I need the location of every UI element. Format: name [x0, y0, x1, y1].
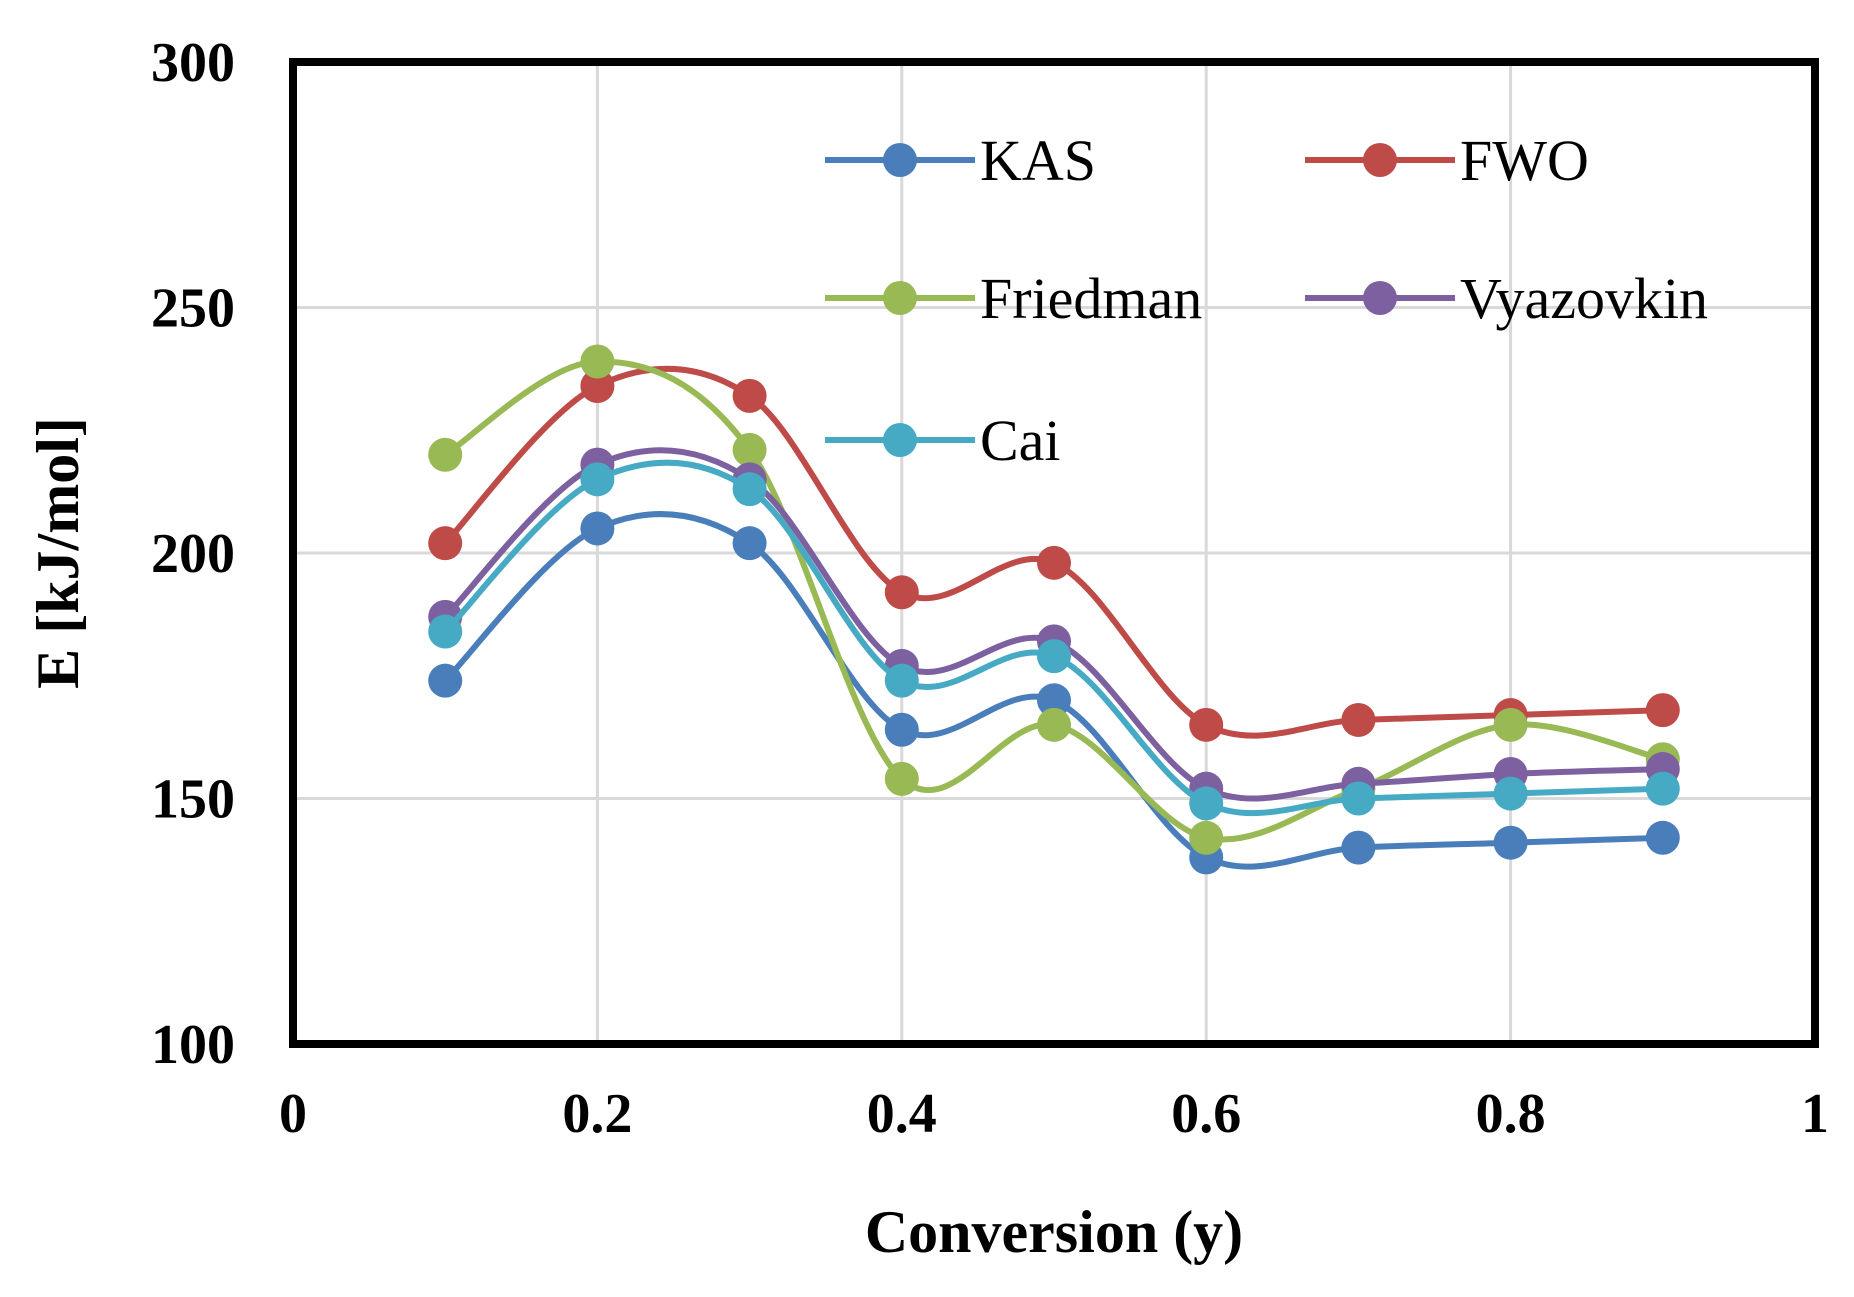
- data-point-cai: [884, 663, 919, 698]
- legend-label-vyazovkin: Vyazovkin: [1460, 266, 1708, 331]
- x-axis-title: Conversion (y): [865, 1199, 1243, 1265]
- x-tick-label: 0.6: [1171, 1083, 1241, 1145]
- series-cai: [428, 459, 1680, 821]
- legend-item-kas: KAS: [825, 128, 1096, 193]
- series-line-friedman: [443, 358, 1664, 843]
- x-tick-label: 0.8: [1476, 1083, 1546, 1145]
- series-vyazovkin: [428, 447, 1680, 806]
- data-point-fwo: [1341, 702, 1376, 737]
- data-point-friedman: [428, 437, 463, 472]
- data-point-fwo: [884, 575, 919, 610]
- legend-label-friedman: Friedman: [980, 266, 1202, 331]
- x-tick-label: 0.2: [562, 1083, 632, 1145]
- y-tick-label: 150: [151, 769, 235, 831]
- y-tick-label: 300: [151, 32, 235, 94]
- data-point-kas: [1493, 825, 1528, 860]
- data-point-cai: [1341, 781, 1376, 816]
- data-point-kas: [428, 663, 463, 698]
- legend-item-fwo: FWO: [1305, 128, 1589, 193]
- legend-item-cai: Cai: [825, 408, 1061, 473]
- data-point-kas: [1645, 820, 1680, 855]
- data-point-fwo: [580, 369, 615, 404]
- data-point-fwo: [1645, 693, 1680, 728]
- data-point-fwo: [1189, 707, 1224, 742]
- x-tick-label: 0: [279, 1083, 307, 1145]
- data-point-cai: [1037, 639, 1071, 674]
- data-point-friedman: [884, 761, 919, 796]
- y-tick-label: 200: [151, 523, 235, 585]
- data-point-kas: [1341, 830, 1376, 865]
- legend-item-friedman: Friedman: [825, 266, 1202, 331]
- data-point-kas: [884, 712, 919, 747]
- data-point-cai: [732, 472, 767, 507]
- y-axis-title: E [kJ/mol]: [25, 417, 91, 689]
- y-tick-label: 250: [151, 278, 235, 340]
- x-tick-label: 1: [1801, 1083, 1829, 1145]
- data-point-friedman: [1189, 820, 1224, 855]
- plot-area-frame: [289, 58, 1819, 1048]
- data-point-fwo: [732, 378, 767, 413]
- data-point-friedman: [732, 432, 767, 467]
- data-point-fwo: [428, 526, 463, 561]
- legend-marker-vyazovkin: [1363, 281, 1397, 315]
- data-point-cai: [1493, 776, 1528, 811]
- tick-labels: 0 0.2 0.4 0.6 0.8 1 100 150 200 250 300: [151, 32, 1829, 1145]
- legend-label-kas: KAS: [980, 128, 1096, 193]
- data-point-kas: [1037, 683, 1071, 718]
- legend-marker-cai: [883, 423, 917, 457]
- legend-marker-kas: [883, 143, 917, 177]
- data-point-cai: [580, 462, 615, 497]
- legend-marker-friedman: [883, 281, 917, 315]
- legend-label-fwo: FWO: [1460, 128, 1589, 193]
- data-point-friedman: [1493, 707, 1528, 742]
- legend: KAS FWO Friedman Vyazovkin Cai: [825, 128, 1708, 473]
- data-point-cai: [1645, 771, 1680, 806]
- data-point-fwo: [1037, 545, 1071, 580]
- series-kas: [428, 511, 1680, 875]
- data-point-kas: [732, 526, 767, 561]
- y-tick-label: 100: [151, 1014, 235, 1076]
- legend-label-cai: Cai: [980, 408, 1061, 473]
- legend-marker-fwo: [1363, 143, 1397, 177]
- data-point-cai: [1189, 786, 1224, 821]
- series-lines: [428, 344, 1680, 875]
- data-point-friedman: [580, 344, 615, 379]
- legend-item-vyazovkin: Vyazovkin: [1305, 266, 1708, 331]
- series-fwo: [428, 365, 1680, 742]
- x-tick-label: 0.4: [867, 1083, 937, 1145]
- data-point-kas: [580, 511, 615, 546]
- data-point-cai: [428, 614, 463, 649]
- data-point-friedman: [1037, 707, 1071, 742]
